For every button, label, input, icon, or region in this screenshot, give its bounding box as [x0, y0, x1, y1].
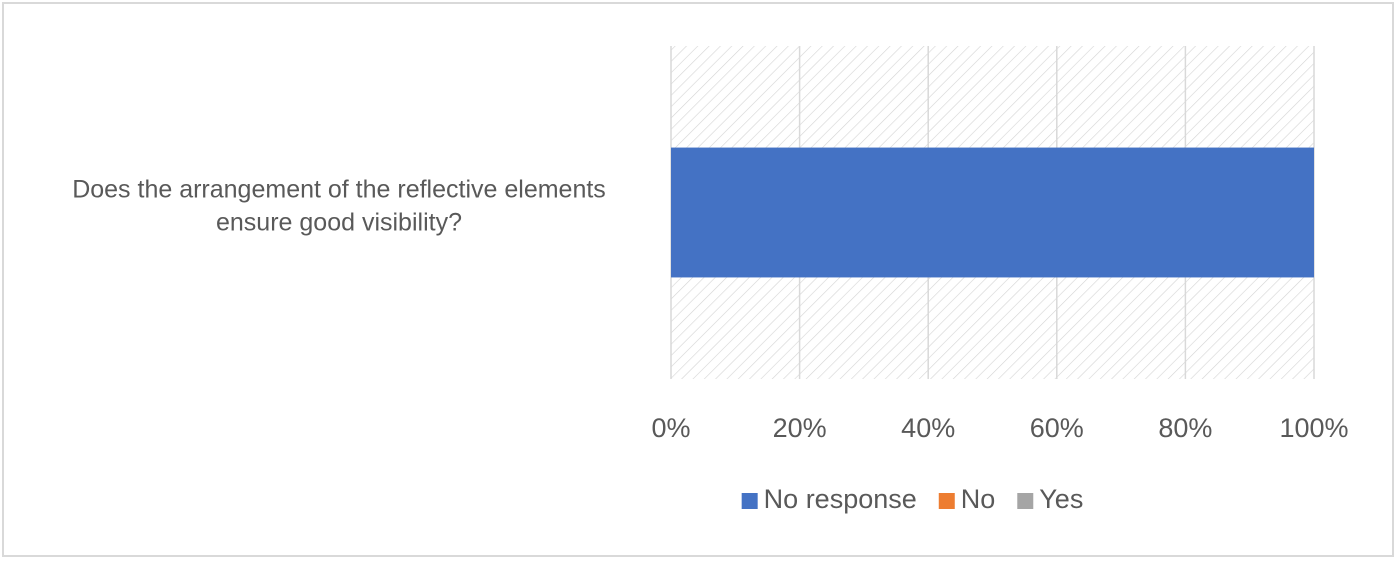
legend-item-no: No	[938, 484, 996, 514]
x-tick-label: 40%	[901, 413, 955, 443]
x-tick-label: 0%	[651, 413, 690, 443]
legend-swatch	[741, 493, 758, 509]
value-axis: 0% 20% 40% 60% 80% 100%	[651, 413, 1348, 443]
legend-swatch	[938, 493, 955, 509]
legend-label: No response	[764, 484, 917, 514]
legend: No response No Yes	[741, 484, 1083, 514]
x-tick-label: 60%	[1030, 413, 1084, 443]
legend-item-yes: Yes	[1017, 484, 1083, 514]
category-label: Does the arrangement of the reflective e…	[72, 176, 606, 237]
x-tick-label: 100%	[1279, 413, 1348, 443]
plot-area	[670, 46, 1315, 379]
bar-no-response	[671, 147, 1314, 278]
legend-label: No	[961, 484, 996, 514]
category-label-line: ensure good visibility?	[216, 209, 462, 237]
legend-item-no-response: No response	[741, 484, 917, 514]
x-tick-label: 80%	[1158, 413, 1212, 443]
category-axis: Does the arrangement of the reflective e…	[72, 176, 606, 237]
chart-svg: Does the arrangement of the reflective e…	[72, 46, 1349, 514]
legend-label: Yes	[1039, 484, 1083, 514]
category-label-line: Does the arrangement of the reflective e…	[72, 176, 606, 204]
x-tick-label: 20%	[773, 413, 827, 443]
legend-swatch	[1017, 493, 1034, 509]
